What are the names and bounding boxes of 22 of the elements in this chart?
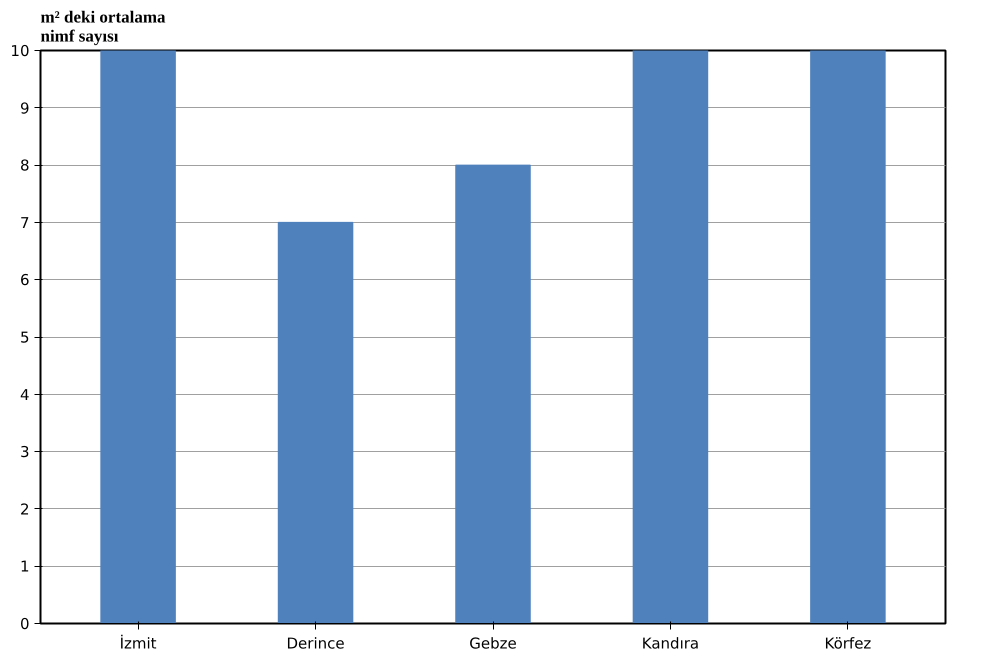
bar [100,50,176,624]
y-tick-label: 2 [20,500,30,518]
bar [810,50,886,624]
y-tick-label: 5 [20,328,30,346]
y-tick-label: 0 [20,615,30,633]
x-tick-label: Kandıra [642,634,700,652]
bar [632,50,708,624]
bar [278,222,354,624]
y-tick-label: 3 [20,443,30,462]
x-tick-label: İzmit [120,634,157,652]
y-tick-label: 9 [20,99,30,118]
x-tick-label: Gebze [469,634,517,652]
chart-title: m² deki ortalama nimf sayısı [40,8,166,46]
y-tick-label: 8 [20,156,30,175]
y-tick-label: 4 [20,386,30,404]
y-tick-label: 6 [20,271,30,290]
y-tick-label: 1 [20,558,30,576]
x-tick-label: Körfez [824,634,872,652]
y-tick-label: 7 [20,214,30,232]
y-tick-label: 10 [10,42,30,60]
x-tick-label: Derince [286,634,345,652]
bar [455,164,531,624]
